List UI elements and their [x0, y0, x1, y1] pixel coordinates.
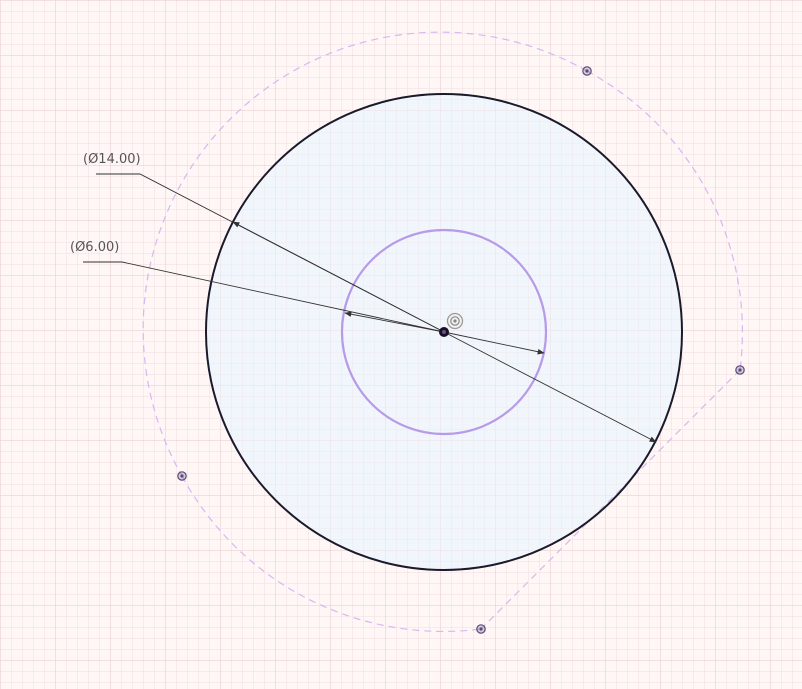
dimension-inner-diameter[interactable]: (Ø6.00) — [70, 240, 545, 355]
dimension-leader-inner — [83, 261, 445, 333]
dimension-line-inner — [344, 311, 445, 333]
construction-points — [177, 66, 745, 634]
outer-circle[interactable] — [205, 93, 683, 571]
dimension-line-outer-far — [443, 331, 657, 443]
center-point-icon[interactable] — [439, 327, 449, 337]
dimension-label-outer[interactable]: (Ø14.00) — [83, 152, 141, 167]
sketch-point[interactable] — [476, 624, 486, 634]
dimension-line-inner-far — [443, 331, 545, 355]
dimension-label-inner[interactable]: (Ø6.00) — [70, 240, 119, 255]
construction-line-right[interactable] — [480, 369, 741, 630]
dimension-line-outer — [232, 221, 445, 333]
inner-circle[interactable] — [340, 228, 548, 436]
dimension-outer-diameter[interactable]: (Ø14.00) — [83, 152, 657, 443]
construction-arc-right[interactable] — [586, 70, 743, 371]
sketch-point[interactable] — [582, 66, 592, 76]
construction-arc-large[interactable] — [142, 31, 588, 477]
sketch-point[interactable] — [735, 365, 745, 375]
sketch-point[interactable] — [177, 471, 187, 481]
construction-geometry — [142, 31, 743, 632]
construction-arc-bottom[interactable] — [181, 475, 482, 632]
origin-marker-icon[interactable] — [446, 312, 464, 330]
